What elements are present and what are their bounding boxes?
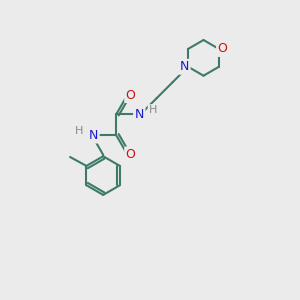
Text: O: O xyxy=(126,148,136,161)
Text: N: N xyxy=(89,129,98,142)
Text: H: H xyxy=(75,126,84,136)
Text: O: O xyxy=(218,42,227,56)
Text: H: H xyxy=(149,106,158,116)
Text: N: N xyxy=(180,60,189,73)
Text: O: O xyxy=(126,88,136,102)
Text: N: N xyxy=(135,108,144,121)
